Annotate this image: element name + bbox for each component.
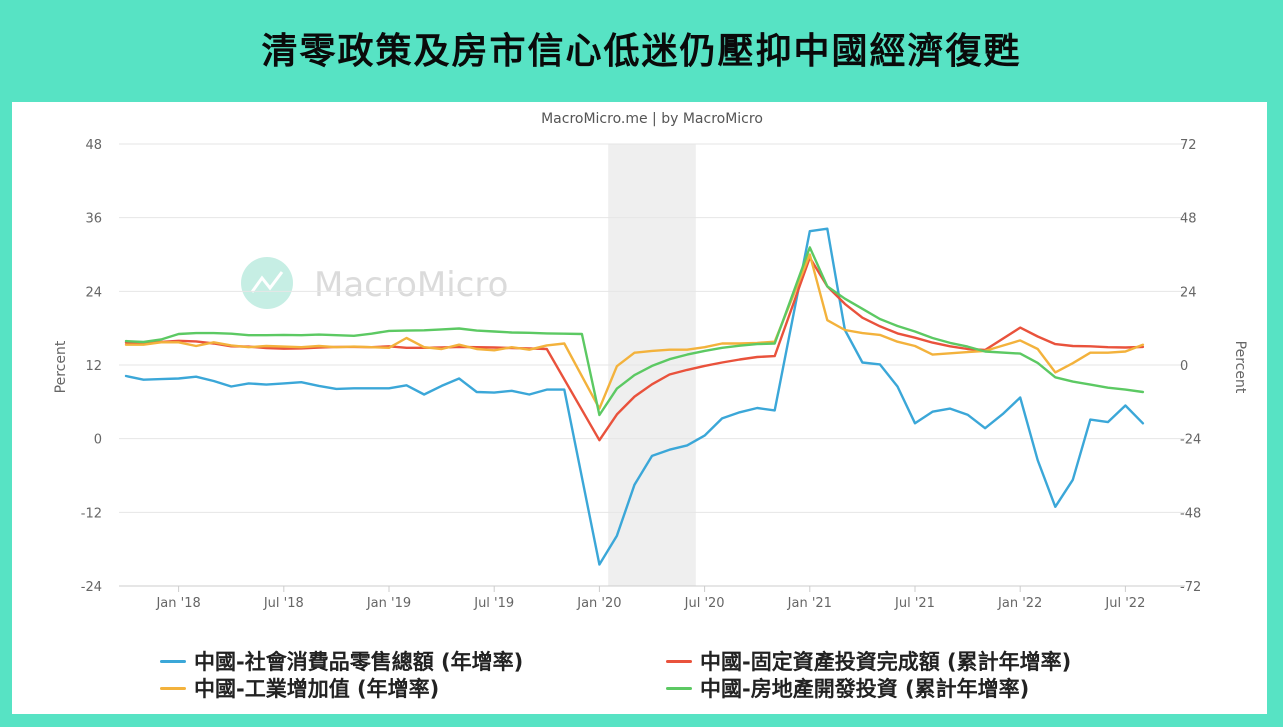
- watermark-logo: MacroMicro: [241, 257, 508, 309]
- legend-label: 中國-工業增加值 (年增率): [194, 677, 440, 701]
- series-line-0: [124, 227, 1145, 566]
- x-tick-label: Jan '21: [787, 596, 832, 611]
- x-tick-label: Jan '22: [997, 596, 1042, 611]
- y-right-tick-label: -48: [1180, 506, 1201, 521]
- x-tick-label: Jul '20: [684, 596, 725, 611]
- legend-item-fixed-asset-investment[interactable]: 中國-固定資產投資完成額 (累計年增率): [666, 646, 1071, 676]
- x-tick-label: Jul '18: [263, 596, 304, 611]
- y-left-tick-label: -24: [81, 580, 102, 595]
- x-tick-label: Jan '20: [576, 596, 621, 611]
- series-lines: [124, 227, 1145, 566]
- x-tick-label: Jul '19: [473, 596, 514, 611]
- chart-legend: 中國-社會消費品零售總額 (年增率) 中國-固定資產投資完成額 (累計年增率) …: [12, 638, 1267, 708]
- y-left-tick-label: 24: [85, 285, 102, 300]
- legend-item-real-estate-investment[interactable]: 中國-房地產開發投資 (累計年增率): [666, 673, 1029, 703]
- x-tick-label: Jan '18: [155, 596, 200, 611]
- legend-label: 中國-固定資產投資完成額 (累計年增率): [700, 650, 1072, 674]
- y-left-tick-label: 0: [94, 433, 102, 448]
- y-left-tick-label: 48: [85, 138, 102, 153]
- legend-swatch: [160, 686, 186, 690]
- y-axis-right: 72 48 24 0 -24 -48 -72: [1180, 138, 1201, 595]
- legend-swatch: [666, 686, 692, 690]
- series-line-3: [124, 246, 1145, 417]
- y-left-tick-label: -12: [81, 506, 102, 521]
- chart-panel: MacroMicro.me | by MacroMicro MacroMicro…: [12, 102, 1267, 714]
- series-line-1: [124, 256, 1145, 442]
- y-left-tick-label: 36: [85, 212, 102, 227]
- y-right-tick-label: -24: [1180, 433, 1201, 448]
- page-title: 清零政策及房市信心低迷仍壓抑中國經濟復甦: [261, 31, 1022, 72]
- series-line-2: [124, 253, 1145, 410]
- x-tick-label: Jan '19: [366, 596, 411, 611]
- legend-swatch: [666, 659, 692, 663]
- y-axis-left-label: Percent: [53, 340, 69, 393]
- legend-item-retail-sales[interactable]: 中國-社會消費品零售總額 (年增率): [160, 646, 523, 676]
- x-axis: Jan '18 Jul '18 Jan '19 Jul '19 Jan '20 Jul '…: [119, 585, 1185, 611]
- y-right-tick-label: 24: [1180, 285, 1197, 300]
- legend-swatch: [160, 659, 186, 663]
- y-right-tick-label: 72: [1180, 138, 1197, 153]
- y-axis-right-label: Percent: [1232, 341, 1248, 394]
- line-chart: MacroMicro.me | by MacroMicro MacroMicro…: [53, 111, 1248, 611]
- y-left-tick-label: 12: [85, 359, 102, 374]
- legend-item-industrial-output[interactable]: 中國-工業增加值 (年增率): [160, 673, 439, 703]
- legend-label: 中國-社會消費品零售總額 (年增率): [194, 650, 524, 674]
- watermark-text: MacroMicro: [314, 265, 508, 305]
- y-right-tick-label: -72: [1180, 580, 1201, 595]
- y-right-tick-label: 48: [1180, 212, 1197, 227]
- x-tick-label: Jul '22: [1104, 596, 1145, 611]
- x-tick-label: Jul '21: [894, 596, 935, 611]
- y-right-tick-label: 0: [1180, 359, 1188, 374]
- legend-label: 中國-房地產開發投資 (累計年增率): [700, 677, 1030, 701]
- y-axis-left: 48 36 24 12 0 -12 -24: [81, 138, 102, 595]
- chart-subtitle: MacroMicro.me | by MacroMicro: [541, 111, 763, 127]
